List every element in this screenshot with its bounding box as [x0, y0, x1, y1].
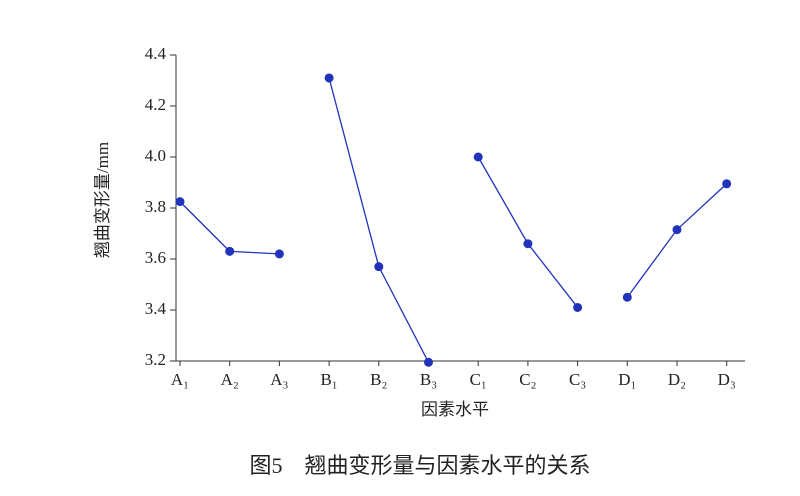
y-tick-label: 4.0: [145, 146, 166, 165]
x-tick-label: B₂: [370, 370, 387, 389]
y-tick-label: 3.4: [145, 299, 167, 318]
x-tick-label: B₃: [420, 370, 437, 389]
x-axis-label: 因素水平: [421, 400, 489, 419]
point: [424, 357, 433, 367]
x-tick-label: D₃: [718, 370, 736, 389]
point: [324, 73, 334, 83]
x-tick-label: C₃: [569, 370, 586, 389]
y-tick-label: 3.8: [145, 197, 166, 216]
series-line: [328, 77, 430, 363]
x-tick-label: C₁: [470, 370, 487, 389]
point: [523, 239, 533, 249]
point: [672, 225, 682, 235]
x-tick-label: D₁: [618, 370, 636, 389]
point: [225, 246, 235, 256]
y-tick-label: 3.2: [145, 350, 166, 369]
y-axis-label: 翘曲变形量/mm: [93, 142, 112, 258]
series-line: [626, 183, 728, 298]
x-tick-label: D₂: [668, 370, 686, 389]
x-tick-label: C₂: [519, 370, 536, 389]
y-tick-label: 3.6: [145, 248, 166, 267]
point: [622, 292, 632, 302]
point: [473, 152, 483, 162]
point: [175, 197, 185, 207]
point: [573, 302, 583, 312]
y-tick-label: 4.4: [145, 44, 167, 63]
caption: 图5 翘曲变形量与因素水平的关系: [249, 453, 590, 478]
x-tick-label: B₁: [320, 370, 337, 389]
series-line: [179, 201, 280, 255]
x-tick-label: A₂: [221, 370, 239, 389]
point: [374, 262, 384, 272]
x-tick-label: A₃: [270, 370, 288, 389]
series-line: [477, 156, 579, 308]
point: [274, 249, 284, 259]
point: [722, 179, 732, 189]
x-tick-label: A₁: [171, 370, 189, 389]
y-tick-label: 4.2: [145, 95, 166, 114]
